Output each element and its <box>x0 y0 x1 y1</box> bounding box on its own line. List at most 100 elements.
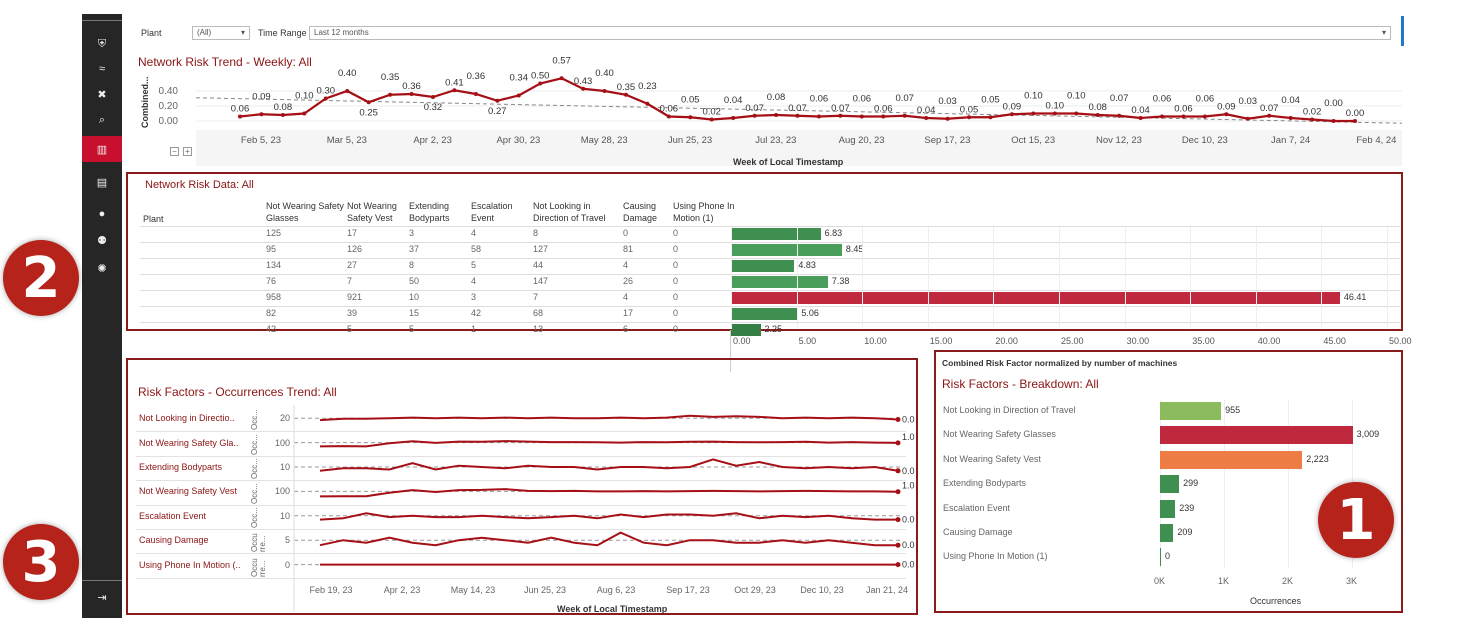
table-cell: 26 <box>623 276 634 286</box>
time-range-value: Last 12 months <box>314 28 369 37</box>
table-cell: 5 <box>347 324 353 334</box>
column-header[interactable]: Not Wearing Safety Vest <box>347 201 397 223</box>
data-point <box>366 100 371 105</box>
data-label: 0.06 <box>874 104 893 115</box>
data-label: 0.09 <box>1003 101 1022 112</box>
risk-factor-label[interactable]: Extending Bodyparts <box>139 462 223 472</box>
end-point <box>895 562 901 568</box>
risk-factor-label[interactable]: Causing Damage <box>139 535 209 546</box>
column-header[interactable]: Not Looking in Direction of Travel <box>533 201 606 223</box>
data-label: 0.35 <box>617 82 636 93</box>
plant-filter-select[interactable]: (All) ▾ <box>192 26 250 40</box>
sidebar-item-search-document[interactable]: ⌕ <box>82 107 122 133</box>
breakdown-bar[interactable] <box>1160 499 1176 518</box>
zoom-in-button[interactable]: + <box>183 147 192 156</box>
data-point <box>1310 117 1315 122</box>
occurrences-x-axis-title: Week of Local Timestamp <box>557 604 668 614</box>
data-label: 0.50 <box>531 71 550 82</box>
category-label: Not Wearing Safety Glasses <box>943 429 1056 440</box>
bar-label: 7.38 <box>831 276 850 286</box>
x-tick-label: 0.00 <box>733 336 751 346</box>
data-label: 0.10 <box>1067 91 1086 102</box>
gridline <box>1255 227 1257 329</box>
column-header[interactable]: Not Wearing Safety Glasses <box>266 201 344 223</box>
breakdown-bar[interactable] <box>1160 450 1303 469</box>
waves-icon: ≈ <box>98 63 106 75</box>
sidebar-item-tools[interactable]: ✖ <box>82 81 122 107</box>
y-tick-label: 10 <box>279 462 290 472</box>
time-range-select[interactable]: Last 12 months ▾ <box>309 26 1391 40</box>
column-header[interactable]: Causing Damage <box>623 201 658 223</box>
data-point <box>1331 119 1336 123</box>
data-label: 0.08 <box>767 92 786 103</box>
x-tick-label: 45.00 <box>1323 336 1346 346</box>
zoom-out-button[interactable]: − <box>170 147 179 156</box>
table-cell: 0 <box>673 260 679 270</box>
data-point <box>1181 114 1186 119</box>
data-point <box>645 101 650 106</box>
sidebar-item-book[interactable]: ▤ <box>82 169 122 195</box>
data-label: 0.34 <box>510 73 529 84</box>
sidebar-item-bar-chart[interactable]: ▥ <box>82 136 122 162</box>
data-label: 0.40 <box>338 68 357 79</box>
x-tick-label: Dec 10, 23 <box>800 585 844 595</box>
table-cell: 3 <box>471 292 477 302</box>
sidebar-item-group[interactable]: ⚉ <box>82 227 122 253</box>
time-range-label: Time Range <box>258 28 307 38</box>
sidebar-item-logout[interactable]: ⇥ <box>82 584 122 610</box>
risk-bar <box>731 276 828 288</box>
risk-factor-label[interactable]: Escalation Event <box>139 510 207 521</box>
data-label: 0.07 <box>895 93 914 104</box>
risk-factor-label[interactable]: Using Phone In Motion (.. <box>139 559 241 570</box>
x-tick-label: 25.00 <box>1061 336 1084 346</box>
sidebar-item-aperture[interactable]: ✺ <box>82 255 122 281</box>
column-header[interactable]: Plant <box>143 214 164 224</box>
risk-factor-label[interactable]: Not Wearing Safety Vest <box>139 486 237 497</box>
breakdown-bar[interactable] <box>1160 548 1161 567</box>
table-cell: 0 <box>673 324 679 334</box>
data-label: 0.43 <box>574 76 593 87</box>
breakdown-bar[interactable] <box>1160 524 1174 542</box>
series-line <box>319 488 899 498</box>
x-tick-label: 10.00 <box>864 336 887 346</box>
data-point <box>1267 113 1272 118</box>
row-divider <box>136 504 906 506</box>
data-label: 0.06 <box>1196 94 1215 105</box>
sidebar-item-person[interactable]: ● <box>82 201 122 227</box>
data-label: 0.32 <box>424 102 443 113</box>
column-header[interactable]: Escalation Event <box>471 201 513 223</box>
series-line <box>319 440 899 448</box>
table-cell: 5 <box>409 324 415 334</box>
data-label: 0.36 <box>467 71 486 82</box>
end-point <box>895 440 901 446</box>
bar-label: 0 <box>1165 551 1171 562</box>
data-point <box>1074 111 1079 116</box>
data-label: 0.04 <box>1131 105 1150 116</box>
x-tick-label: Dec 10, 23 <box>1182 135 1228 146</box>
gridline <box>1288 400 1289 568</box>
end-label: 1.0 <box>902 432 915 442</box>
sidebar-item-waves[interactable]: ≈ <box>82 56 122 82</box>
gridline <box>1059 227 1060 329</box>
scrollbar[interactable] <box>1401 16 1404 46</box>
end-point <box>895 542 901 548</box>
gridline <box>927 227 929 329</box>
x-tick-label: Apr 2, 23 <box>413 135 452 146</box>
end-label: 1.0 <box>902 481 915 491</box>
risk-factor-label[interactable]: Not Looking in Directio.. <box>139 413 235 424</box>
breakdown-bar[interactable] <box>1160 402 1222 420</box>
data-label: 0.10 <box>295 91 314 102</box>
trend-line <box>195 97 1403 124</box>
shield-icon: ⛨ <box>97 37 107 50</box>
risk-factor-label[interactable]: Not Wearing Safety Gla.. <box>139 437 239 448</box>
end-point <box>895 517 901 523</box>
column-header[interactable]: Using Phone In Motion (1) <box>673 201 735 223</box>
breakdown-bar[interactable] <box>1160 475 1180 494</box>
sidebar-item-shield[interactable]: ⛨ <box>82 31 122 57</box>
x-tick-label: May 14, 23 <box>451 585 496 595</box>
table-cell: 44 <box>533 260 544 270</box>
column-header[interactable]: Extending Bodyparts <box>409 201 450 223</box>
table-cell: 0 <box>673 228 679 238</box>
data-point <box>731 116 736 120</box>
breakdown-bar[interactable] <box>1160 426 1353 445</box>
